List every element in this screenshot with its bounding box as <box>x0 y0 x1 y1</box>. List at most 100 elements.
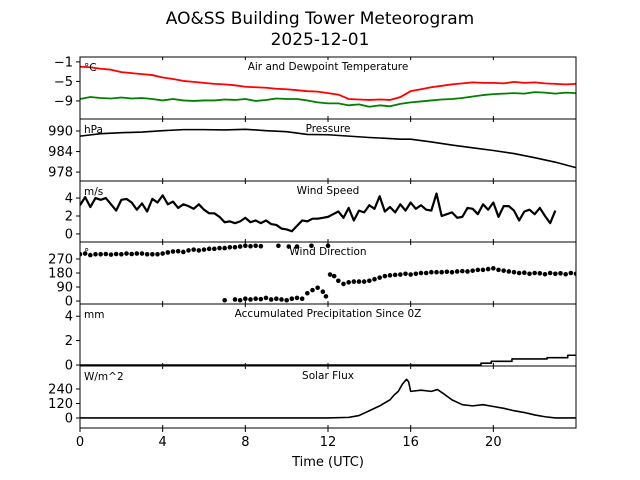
data-point <box>181 249 186 255</box>
data-point <box>129 251 134 257</box>
panel-title: Solar Flux <box>302 370 354 382</box>
data-point <box>294 295 300 301</box>
data-point <box>434 269 439 275</box>
data-point <box>258 296 264 302</box>
series-line <box>80 192 557 233</box>
data-point <box>150 252 155 257</box>
data-point <box>243 296 248 302</box>
data-point <box>327 272 333 277</box>
y-tick-label: 0 <box>65 411 73 426</box>
data-point <box>563 271 568 277</box>
y-tick-label: 120 <box>48 397 73 412</box>
panel-unit: °C <box>84 62 97 74</box>
panel-pressure: 990 984 978 hPa Pressure <box>48 118 577 182</box>
data-point <box>346 280 351 285</box>
data-point <box>387 273 393 278</box>
data-point <box>237 244 243 249</box>
y-tick-label: 2 <box>65 209 73 224</box>
panel-unit: hPa <box>84 124 103 136</box>
y-tick-label: 240 <box>48 382 73 397</box>
data-point <box>356 279 362 284</box>
y-tick-label: 180 <box>48 267 73 282</box>
data-point <box>454 269 460 274</box>
y-tick-label: −5 <box>54 75 73 90</box>
data-point <box>382 273 388 279</box>
series-solar-flux <box>80 378 576 419</box>
data-point <box>367 278 372 284</box>
data-point <box>351 279 357 284</box>
data-point <box>305 290 310 296</box>
data-point <box>276 243 281 249</box>
data-point <box>516 270 522 276</box>
panel-unit: m/s <box>84 186 103 198</box>
series-line <box>80 65 576 101</box>
data-point <box>527 271 532 277</box>
y-tick-label: 0 <box>65 295 73 310</box>
data-point <box>331 273 337 279</box>
x-axis-label: Time (UTC) <box>291 455 364 470</box>
data-point <box>553 271 558 277</box>
data-point <box>408 272 413 277</box>
data-point <box>470 268 475 273</box>
data-point <box>537 271 543 276</box>
y-tick-label: 990 <box>48 124 73 139</box>
x-tick-label: 8 <box>241 435 249 450</box>
x-tick-label: 12 <box>320 435 337 450</box>
data-point <box>558 271 563 276</box>
data-point <box>274 296 279 302</box>
series-air-temperature <box>80 65 576 101</box>
data-point <box>175 248 181 254</box>
data-point <box>258 243 264 249</box>
data-point <box>309 243 314 249</box>
chart-title: AO&SS Building Tower Meteorogram <box>166 9 474 29</box>
data-point <box>212 246 217 252</box>
y-tick-label: 4 <box>65 192 73 207</box>
y-tick-label: 0 <box>65 359 73 374</box>
data-point <box>403 271 408 277</box>
data-point <box>248 243 253 249</box>
data-point <box>289 296 295 302</box>
data-point <box>444 269 450 275</box>
data-point <box>222 245 227 251</box>
data-point <box>217 245 222 251</box>
panel-unit: W/m^2 <box>84 371 124 383</box>
data-point <box>253 296 258 302</box>
data-point <box>429 269 434 275</box>
panel-unit: ° <box>84 247 89 259</box>
series-dewpoint <box>80 91 576 108</box>
data-point <box>113 251 119 257</box>
data-point <box>320 289 326 294</box>
data-point <box>222 297 227 303</box>
data-point <box>134 251 140 256</box>
y-tick-label: 0 <box>65 227 73 242</box>
data-point <box>268 297 274 302</box>
data-point <box>98 252 103 257</box>
data-point <box>315 285 320 291</box>
data-point <box>361 279 367 284</box>
data-point <box>336 278 341 284</box>
data-point <box>294 244 300 249</box>
x-tick-label: 0 <box>76 435 84 450</box>
y-tick-label: 978 <box>48 166 73 181</box>
x-tick-label: 4 <box>159 435 167 450</box>
series-line <box>80 354 576 366</box>
series-accumulated-precipitation <box>80 354 576 366</box>
x-tick-label: 20 <box>485 435 502 450</box>
data-point <box>299 296 305 302</box>
data-point <box>284 297 289 303</box>
data-point <box>119 252 124 257</box>
data-point <box>413 271 419 277</box>
data-point <box>418 270 424 276</box>
data-point <box>124 251 129 256</box>
data-point <box>480 267 486 273</box>
data-point <box>511 269 517 275</box>
panel-title: Wind Speed <box>297 185 360 197</box>
y-tick-label: −1 <box>54 55 73 70</box>
data-point <box>248 297 253 302</box>
data-point <box>170 249 176 254</box>
x-tick-label: 16 <box>402 435 419 450</box>
panel-title: Pressure <box>306 123 351 135</box>
data-point <box>398 272 403 277</box>
